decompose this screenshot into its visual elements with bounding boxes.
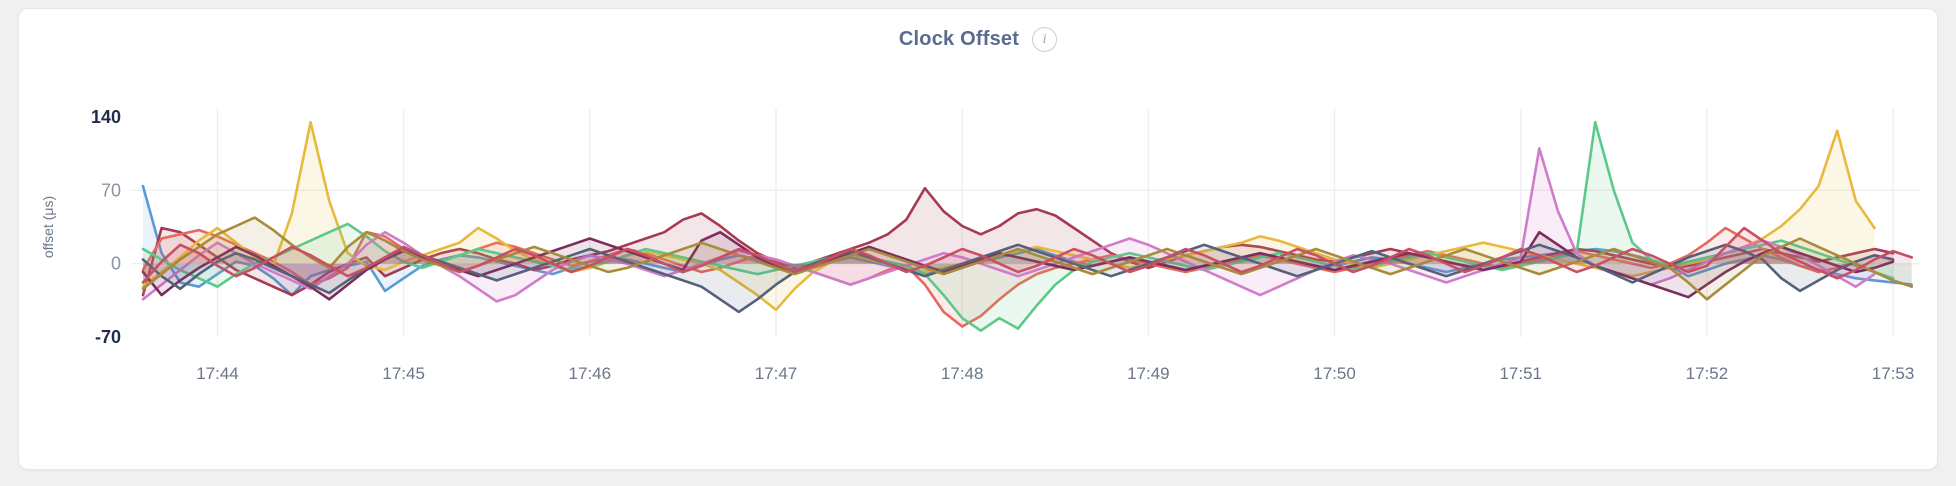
series-area-node-6 <box>143 148 1875 302</box>
y-axis-tick-label: 140 <box>91 107 121 127</box>
y-axis-tick-label: 70 <box>101 180 121 200</box>
y-axis-tick-label: 0 <box>111 254 121 274</box>
series-area-node-10 <box>143 228 1912 283</box>
page-title: Clock Offset <box>898 28 1020 50</box>
x-axis-tick-label: 17:47 <box>755 364 798 383</box>
x-axis-tick-label: 17:45 <box>382 364 425 383</box>
x-axis-tick-label: 17:49 <box>1127 364 1170 383</box>
x-axis-tick-label: 17:52 <box>1686 364 1729 383</box>
series-line-node-9[interactable] <box>141 216 1913 301</box>
x-axis-tick-label: 17:51 <box>1499 364 1542 383</box>
chart-area: 140 70 0 -70 offset (μs) 17:44 17:45 17:46 17:47… <box>19 69 1939 469</box>
x-axis-tick-label: 17:53 <box>1872 364 1915 383</box>
clock-offset-line-chart: 140 70 0 -70 offset (μs) 17:44 17:45 17:46 17:47… <box>40 107 1921 383</box>
series-line-node-10[interactable] <box>141 226 1913 284</box>
y-axis-tick-label: -70 <box>95 327 121 347</box>
series-area-node-2 <box>143 188 1894 296</box>
card-header: Clock Offset i <box>19 27 1937 52</box>
clock-offset-card: Clock Offset i 140 70 0 -70 offset (μs) 17:44… <box>18 8 1938 470</box>
x-axis-tick-label: 17:46 <box>569 364 612 383</box>
x-axis-tick-label: 17:48 <box>941 364 984 383</box>
info-icon[interactable]: i <box>1032 27 1058 52</box>
x-axis-tick-label: 17:50 <box>1313 364 1356 383</box>
x-axis-tick-label: 17:44 <box>196 364 239 383</box>
series-area-node-5 <box>143 122 1894 331</box>
series-area-node-7 <box>143 232 1894 300</box>
y-axis-label: offset (μs) <box>40 196 56 258</box>
series-area-node-9 <box>143 217 1912 300</box>
